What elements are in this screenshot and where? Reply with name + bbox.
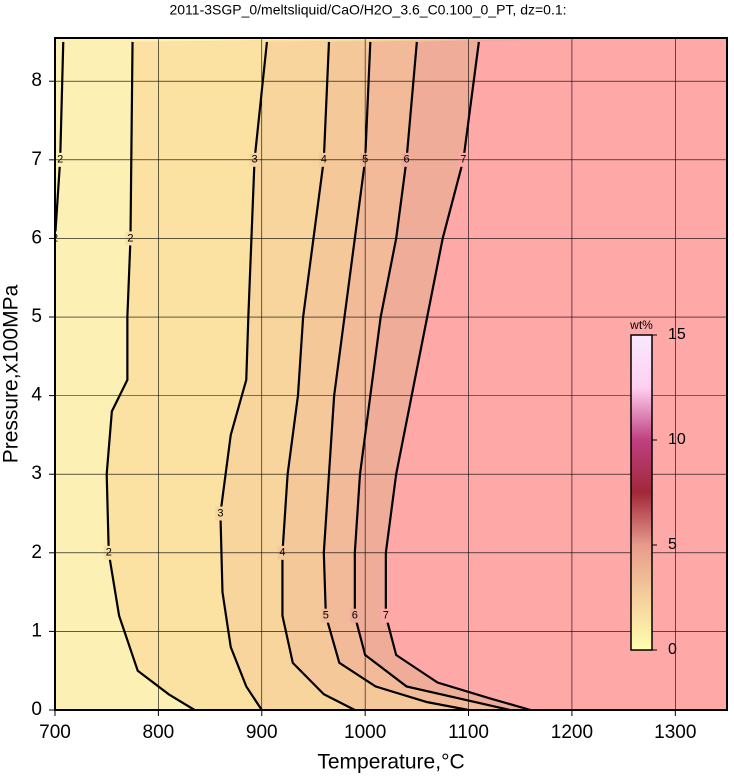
colorbar [630, 334, 653, 651]
contour-label: 6 [352, 610, 358, 622]
x-tick-label: 1100 [448, 722, 489, 743]
y-tick-label: 4 [31, 385, 42, 406]
plot-area: 22223344556677 [55, 38, 727, 710]
contour-label-bg [215, 506, 226, 521]
chart-title: 2011-3SGP_0/meltsliquid/CaO/H2O_3.6_C0.1… [169, 2, 566, 18]
y-tick-label: 6 [31, 227, 42, 248]
contour-label-bg [349, 608, 360, 623]
contour-line [353, 41, 511, 710]
contour-label: 7 [383, 610, 389, 622]
contour-line [219, 41, 269, 710]
contour-label: 5 [323, 610, 329, 622]
x-tick-label: 700 [39, 722, 71, 743]
x-tick-label: 900 [246, 722, 278, 743]
colorbar-tick-label: 15 [668, 326, 686, 343]
plot-frame [54, 37, 728, 711]
x-tick-label: 1200 [551, 722, 593, 743]
colorbar-tick-label: 10 [668, 431, 686, 448]
y-tick-label: 5 [31, 306, 42, 327]
y-axis-label: Pressure,x100MPa [0, 284, 23, 463]
colorbar-label: wt% [629, 318, 653, 332]
x-tick-label: 1000 [344, 722, 386, 743]
colorbar-tick-label: 5 [668, 536, 677, 553]
y-tick-label: 1 [31, 620, 42, 641]
contour-line [384, 41, 531, 710]
contour-line [322, 41, 469, 710]
contour-label: 3 [217, 507, 223, 519]
y-tick-label: 8 [31, 70, 42, 91]
contour-label-bg [320, 608, 331, 623]
y-tick-label: 3 [31, 463, 42, 484]
colorbar-tick-label: 0 [668, 641, 677, 658]
contour-label-bg [380, 608, 391, 623]
x-tick-label: 1300 [654, 722, 696, 743]
y-tick-label: 2 [31, 542, 42, 563]
x-axis-label: Temperature,°C [317, 751, 464, 774]
x-tick-label: 800 [143, 722, 175, 743]
y-tick-label: 0 [31, 699, 42, 720]
y-tick-label: 7 [31, 149, 42, 170]
